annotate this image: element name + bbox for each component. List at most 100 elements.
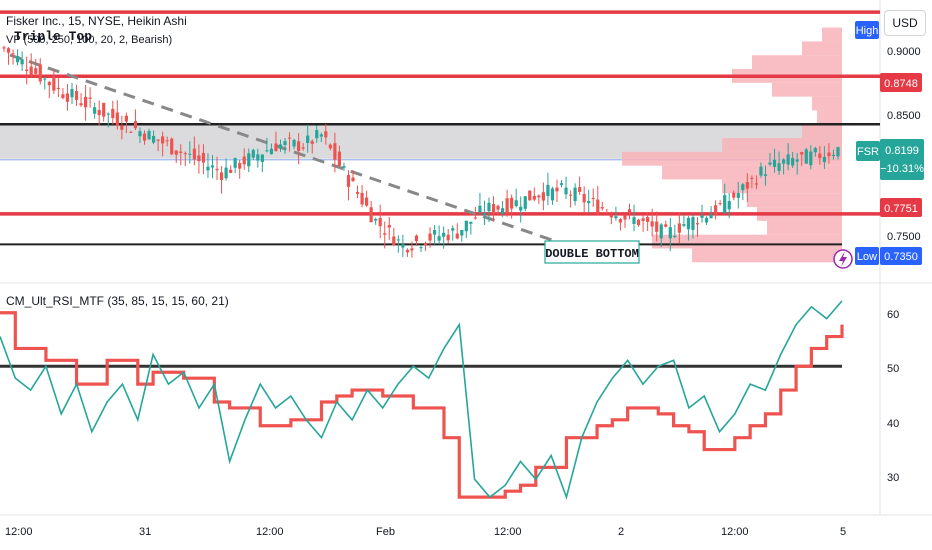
candle-body bbox=[337, 151, 342, 166]
candle-body bbox=[673, 235, 677, 237]
double-bottom-label: DOUBLE BOTTOM bbox=[545, 247, 639, 261]
candle-body bbox=[609, 215, 613, 218]
candle-body bbox=[401, 244, 405, 248]
candle-body bbox=[682, 224, 686, 226]
candle-body bbox=[736, 193, 740, 198]
candle-body bbox=[550, 188, 555, 201]
candle-body bbox=[763, 174, 768, 176]
candle-body bbox=[591, 197, 595, 199]
volume-profile-bar bbox=[802, 41, 842, 56]
volume-profile-bar bbox=[692, 248, 842, 263]
candle-body bbox=[414, 235, 419, 242]
candle-body bbox=[555, 187, 559, 192]
candle-body bbox=[365, 197, 369, 206]
candle-body bbox=[206, 166, 210, 171]
candle-body bbox=[532, 195, 536, 200]
heikin-ashi-candles bbox=[2, 45, 840, 258]
candle-body bbox=[772, 159, 777, 167]
candle-body bbox=[260, 154, 264, 162]
candle-body bbox=[179, 151, 183, 153]
candle-body bbox=[573, 187, 577, 202]
candle-body bbox=[102, 102, 106, 117]
candle-body bbox=[777, 163, 781, 171]
high-tag-label: High bbox=[856, 25, 879, 37]
candle-body bbox=[410, 248, 414, 251]
candle-body bbox=[151, 135, 156, 143]
candle-body bbox=[600, 207, 604, 209]
candle-body bbox=[650, 221, 654, 227]
candle-body bbox=[668, 227, 672, 239]
candle-body bbox=[741, 184, 745, 191]
candle-body bbox=[229, 169, 233, 173]
candle-body bbox=[156, 139, 160, 141]
candle-body bbox=[297, 141, 301, 152]
candle-body bbox=[219, 172, 224, 180]
candle-body bbox=[469, 221, 473, 224]
candle-body bbox=[346, 175, 351, 187]
candle-body bbox=[813, 148, 817, 153]
time-tick: 31 bbox=[139, 526, 151, 538]
horizontal-levels bbox=[0, 10, 880, 246]
candle-body bbox=[691, 217, 695, 231]
low-price-tag bbox=[880, 247, 922, 265]
candle-body bbox=[596, 199, 600, 214]
candle-body bbox=[88, 97, 92, 99]
candle-body bbox=[115, 112, 119, 126]
candle-body bbox=[306, 135, 310, 143]
candle-body bbox=[523, 196, 527, 209]
candle-body bbox=[632, 217, 636, 224]
candle-body bbox=[369, 207, 373, 223]
candle-body bbox=[655, 221, 659, 232]
candle-body bbox=[568, 194, 573, 196]
volume-profile-bar bbox=[752, 55, 842, 70]
candle-body bbox=[197, 155, 201, 162]
candle-body bbox=[210, 165, 215, 168]
candle-body bbox=[519, 206, 523, 211]
price-change-value: −10.31% bbox=[880, 163, 924, 175]
candle-body bbox=[791, 158, 795, 166]
time-tick: 5 bbox=[840, 526, 846, 538]
currency-button[interactable]: USD bbox=[884, 10, 926, 36]
candle-body bbox=[2, 47, 6, 49]
candle-body bbox=[192, 148, 196, 160]
candle-body bbox=[70, 89, 74, 98]
low-tag bbox=[855, 247, 879, 265]
last-price-tag bbox=[880, 139, 924, 180]
indicator-legend[interactable]: VP (500, 250, 100, 20, 2, Bearish) bbox=[6, 34, 173, 46]
candle-body bbox=[174, 150, 178, 155]
candle-body bbox=[546, 184, 550, 197]
candle-body bbox=[360, 192, 364, 205]
candle-body bbox=[292, 139, 296, 147]
candle-body bbox=[183, 153, 187, 155]
price-tick: 0.9000 bbox=[887, 46, 921, 58]
candle-body bbox=[124, 115, 128, 122]
rsi-tick: 30 bbox=[887, 472, 899, 484]
lightning-bolt-icon bbox=[839, 251, 847, 267]
candle-body bbox=[328, 144, 332, 149]
candle-body bbox=[659, 224, 663, 239]
candle-body bbox=[510, 197, 514, 209]
time-tick: 12:00 bbox=[494, 526, 522, 538]
candle-body bbox=[215, 168, 219, 171]
candle-body bbox=[15, 56, 20, 63]
volume-profile-bar bbox=[622, 151, 842, 166]
candle-body bbox=[351, 177, 355, 182]
candle-body bbox=[74, 91, 79, 100]
candle-body bbox=[251, 149, 255, 158]
candle-body bbox=[106, 113, 110, 115]
candle-body bbox=[428, 233, 432, 241]
candle-body bbox=[827, 152, 831, 157]
ticker-tag bbox=[856, 141, 880, 161]
volume-profile-bar bbox=[722, 138, 842, 152]
candle-body bbox=[500, 208, 505, 214]
candle-body bbox=[750, 177, 754, 179]
rsi-indicator-title[interactable]: CM_Ult_RSI_MTF (35, 85, 15, 15, 60, 21) bbox=[6, 294, 229, 308]
candle-body bbox=[378, 218, 382, 227]
candle-body bbox=[745, 181, 749, 189]
time-tick: 12:00 bbox=[721, 526, 749, 538]
candle-body bbox=[147, 130, 151, 140]
candle-body bbox=[256, 154, 260, 161]
volume-profile-bar bbox=[817, 110, 842, 125]
candle-body bbox=[460, 229, 464, 236]
time-tick: 2 bbox=[618, 526, 624, 538]
